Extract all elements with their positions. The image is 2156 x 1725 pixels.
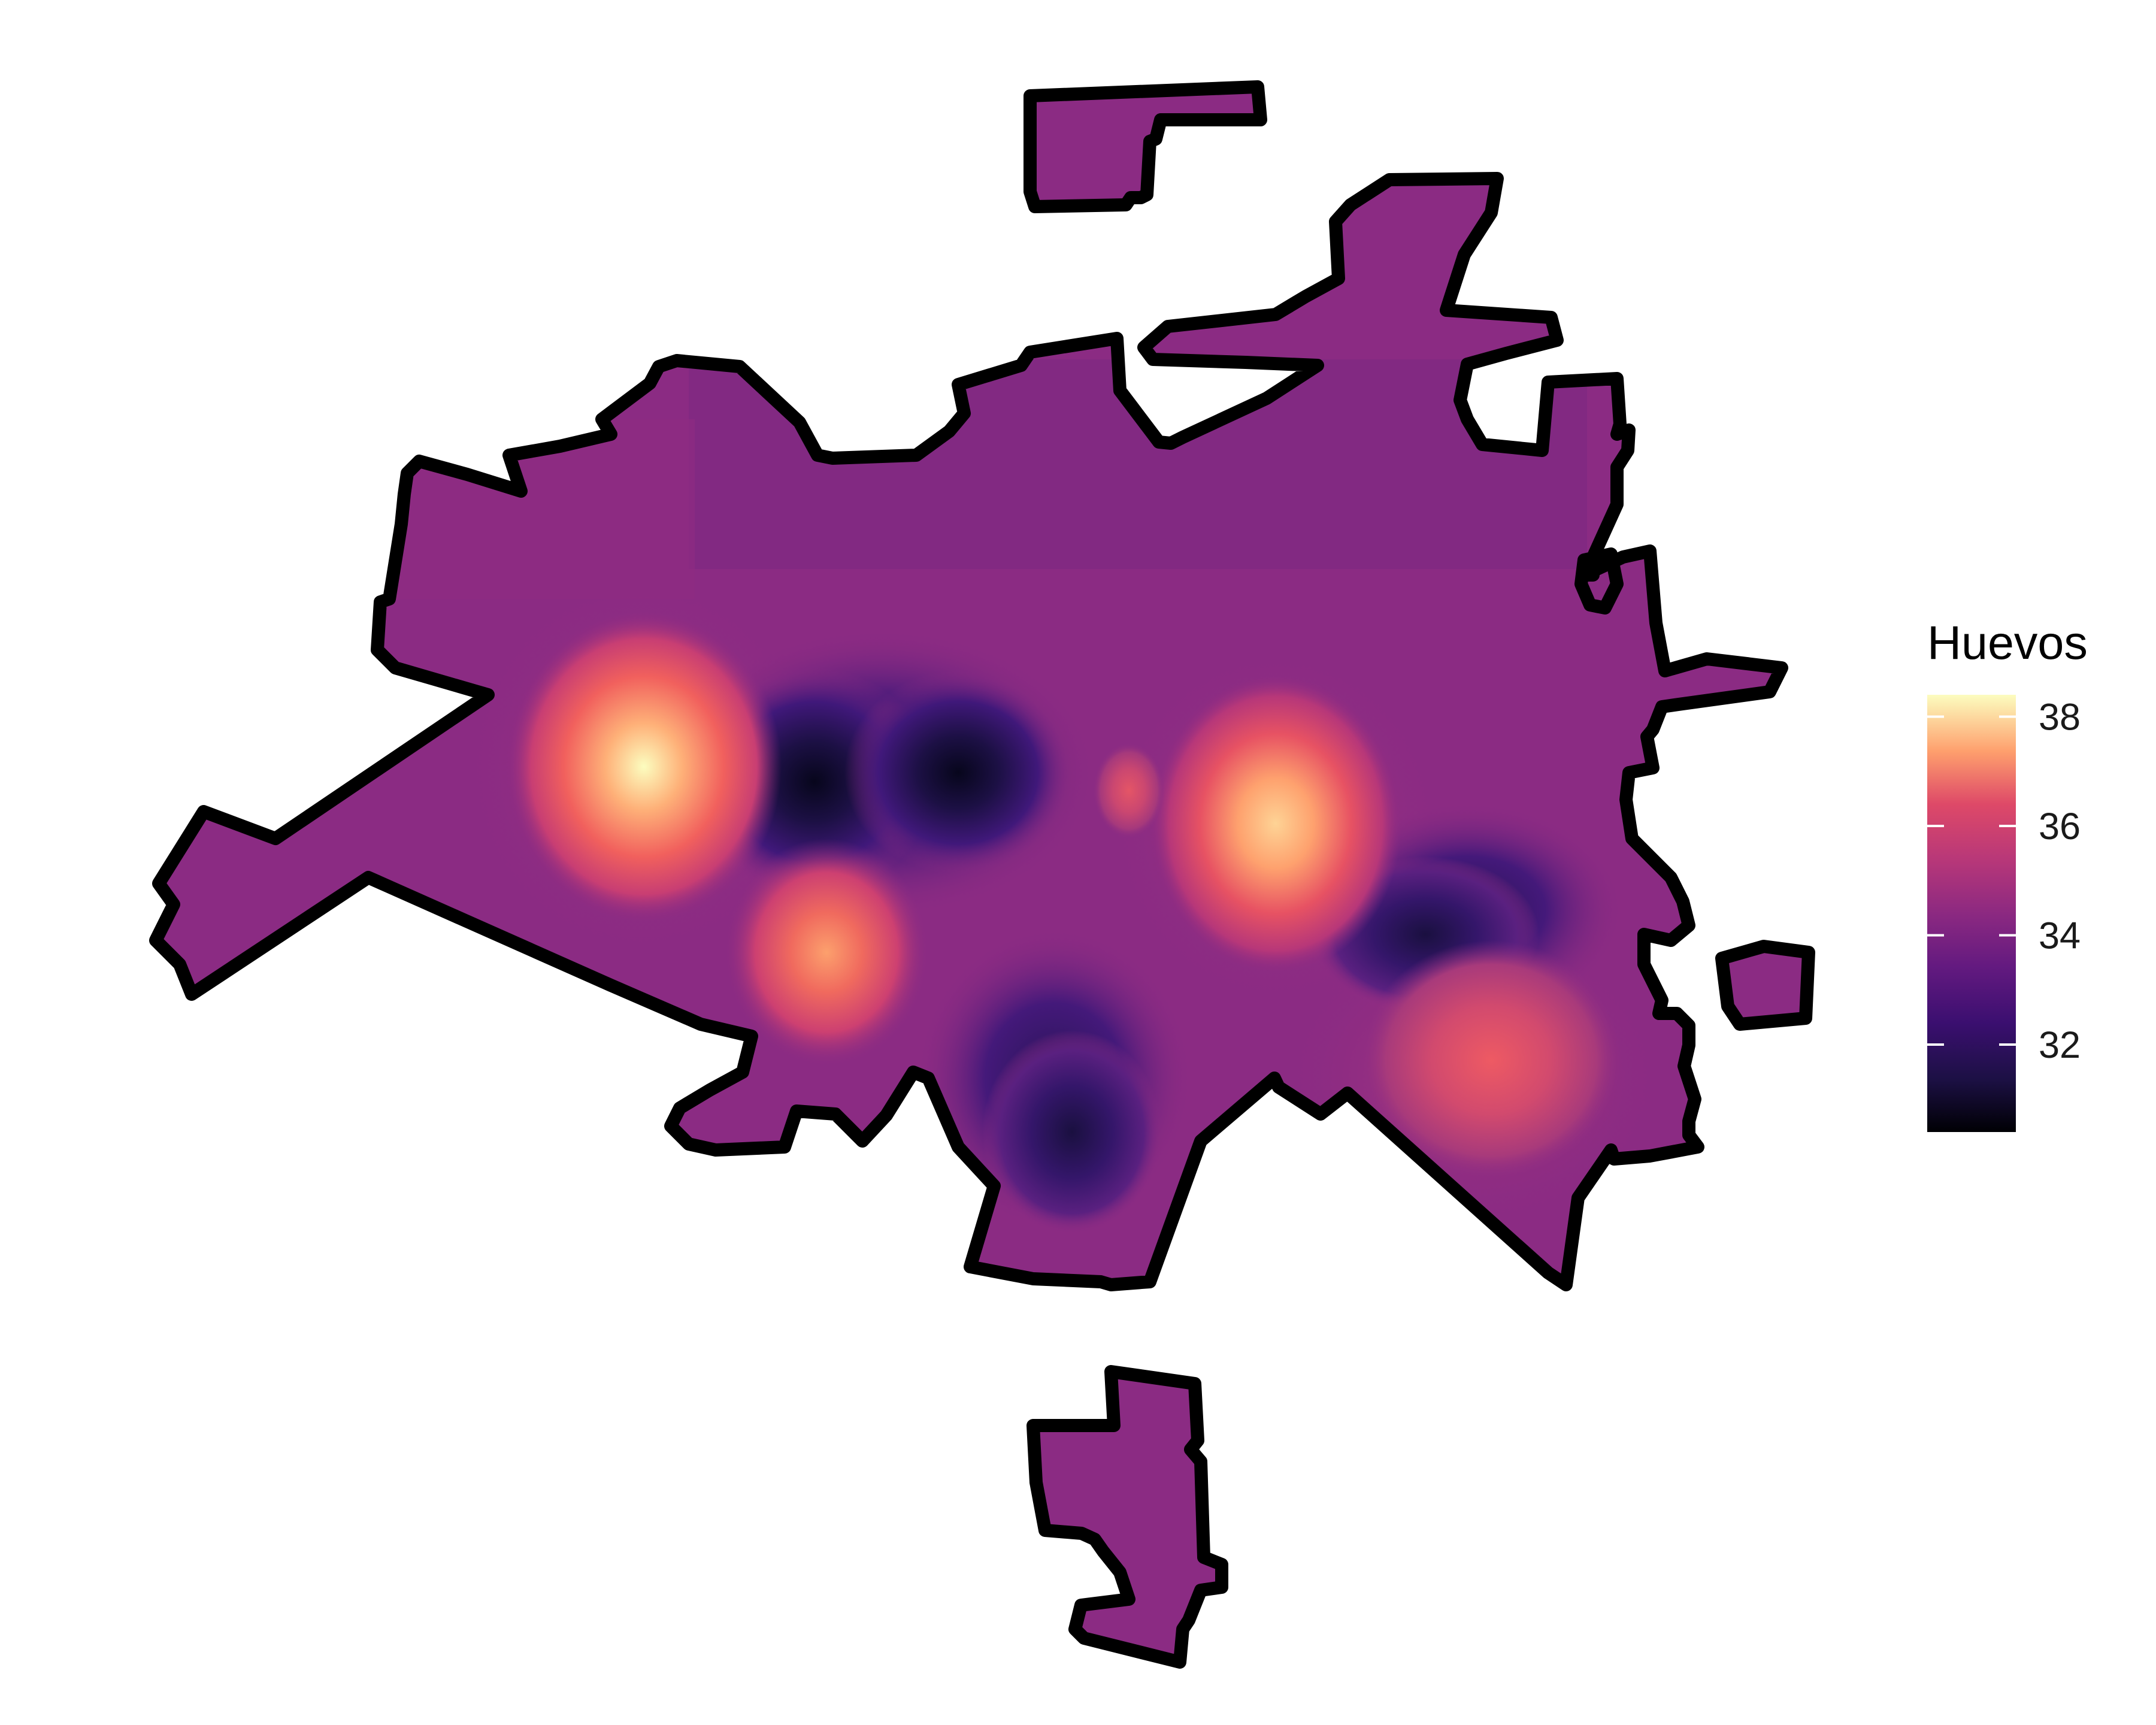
- boundary-north-island: [1024, 80, 1267, 213]
- warm-spot-small: [1093, 743, 1165, 839]
- low-central-east: [844, 671, 1072, 874]
- legend-tick-label: 34: [2039, 915, 2081, 957]
- legend: Huevos 38 36 34 32: [1927, 616, 2088, 1132]
- legend-tick-label: 36: [2039, 806, 2081, 848]
- boundary-east-hole: [1574, 547, 1624, 615]
- peak-east-centre: [1150, 674, 1401, 973]
- north-band: [689, 359, 1587, 569]
- boundary-east-island: [1715, 940, 1815, 1031]
- region-boundaries: [149, 80, 1815, 1669]
- legend-ticks: 38 36 34 32: [1927, 697, 2081, 1066]
- low-south-central: [982, 1030, 1162, 1234]
- peak-west: [506, 611, 782, 922]
- peak-southeast: [1359, 940, 1623, 1180]
- legend-tick-label: 32: [2039, 1024, 2081, 1066]
- boundary-south-island: [1026, 1365, 1228, 1669]
- legend-colorbar: [1927, 695, 2016, 1132]
- legend-tick-label: 38: [2039, 697, 2081, 739]
- legend-title: Huevos: [1927, 616, 2088, 669]
- peak-southwest-centre: [725, 839, 928, 1066]
